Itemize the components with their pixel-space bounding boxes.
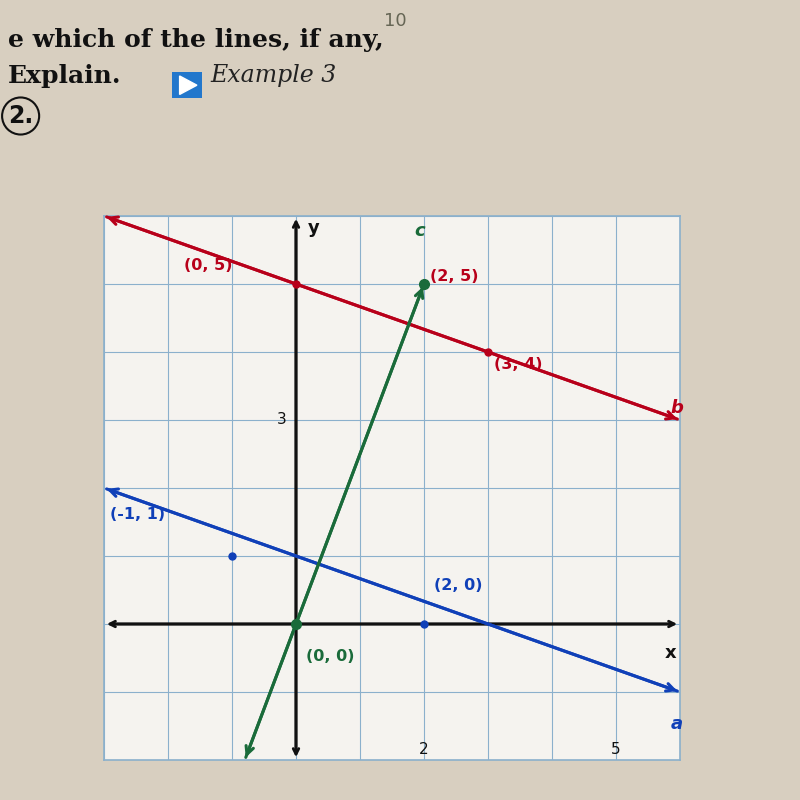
Text: e which of the lines, if any,: e which of the lines, if any,	[8, 28, 384, 52]
Text: 10: 10	[384, 12, 406, 30]
Text: b: b	[670, 399, 683, 417]
Text: Example 3: Example 3	[210, 64, 337, 87]
Text: (0, 0): (0, 0)	[306, 650, 354, 664]
Text: 2.: 2.	[8, 104, 34, 128]
Text: (0, 5): (0, 5)	[183, 258, 232, 274]
Text: (3, 4): (3, 4)	[494, 357, 543, 372]
Text: 3: 3	[277, 413, 286, 427]
Text: (2, 5): (2, 5)	[430, 269, 479, 283]
Text: y: y	[307, 219, 319, 238]
Text: Explain.: Explain.	[8, 64, 122, 88]
Polygon shape	[179, 76, 197, 94]
Text: (2, 0): (2, 0)	[434, 578, 482, 593]
Text: x: x	[665, 645, 677, 662]
Text: a: a	[670, 715, 682, 734]
Text: 2: 2	[419, 742, 429, 757]
Text: 5: 5	[611, 742, 621, 757]
Text: c: c	[414, 222, 425, 240]
Text: (-1, 1): (-1, 1)	[110, 506, 166, 522]
